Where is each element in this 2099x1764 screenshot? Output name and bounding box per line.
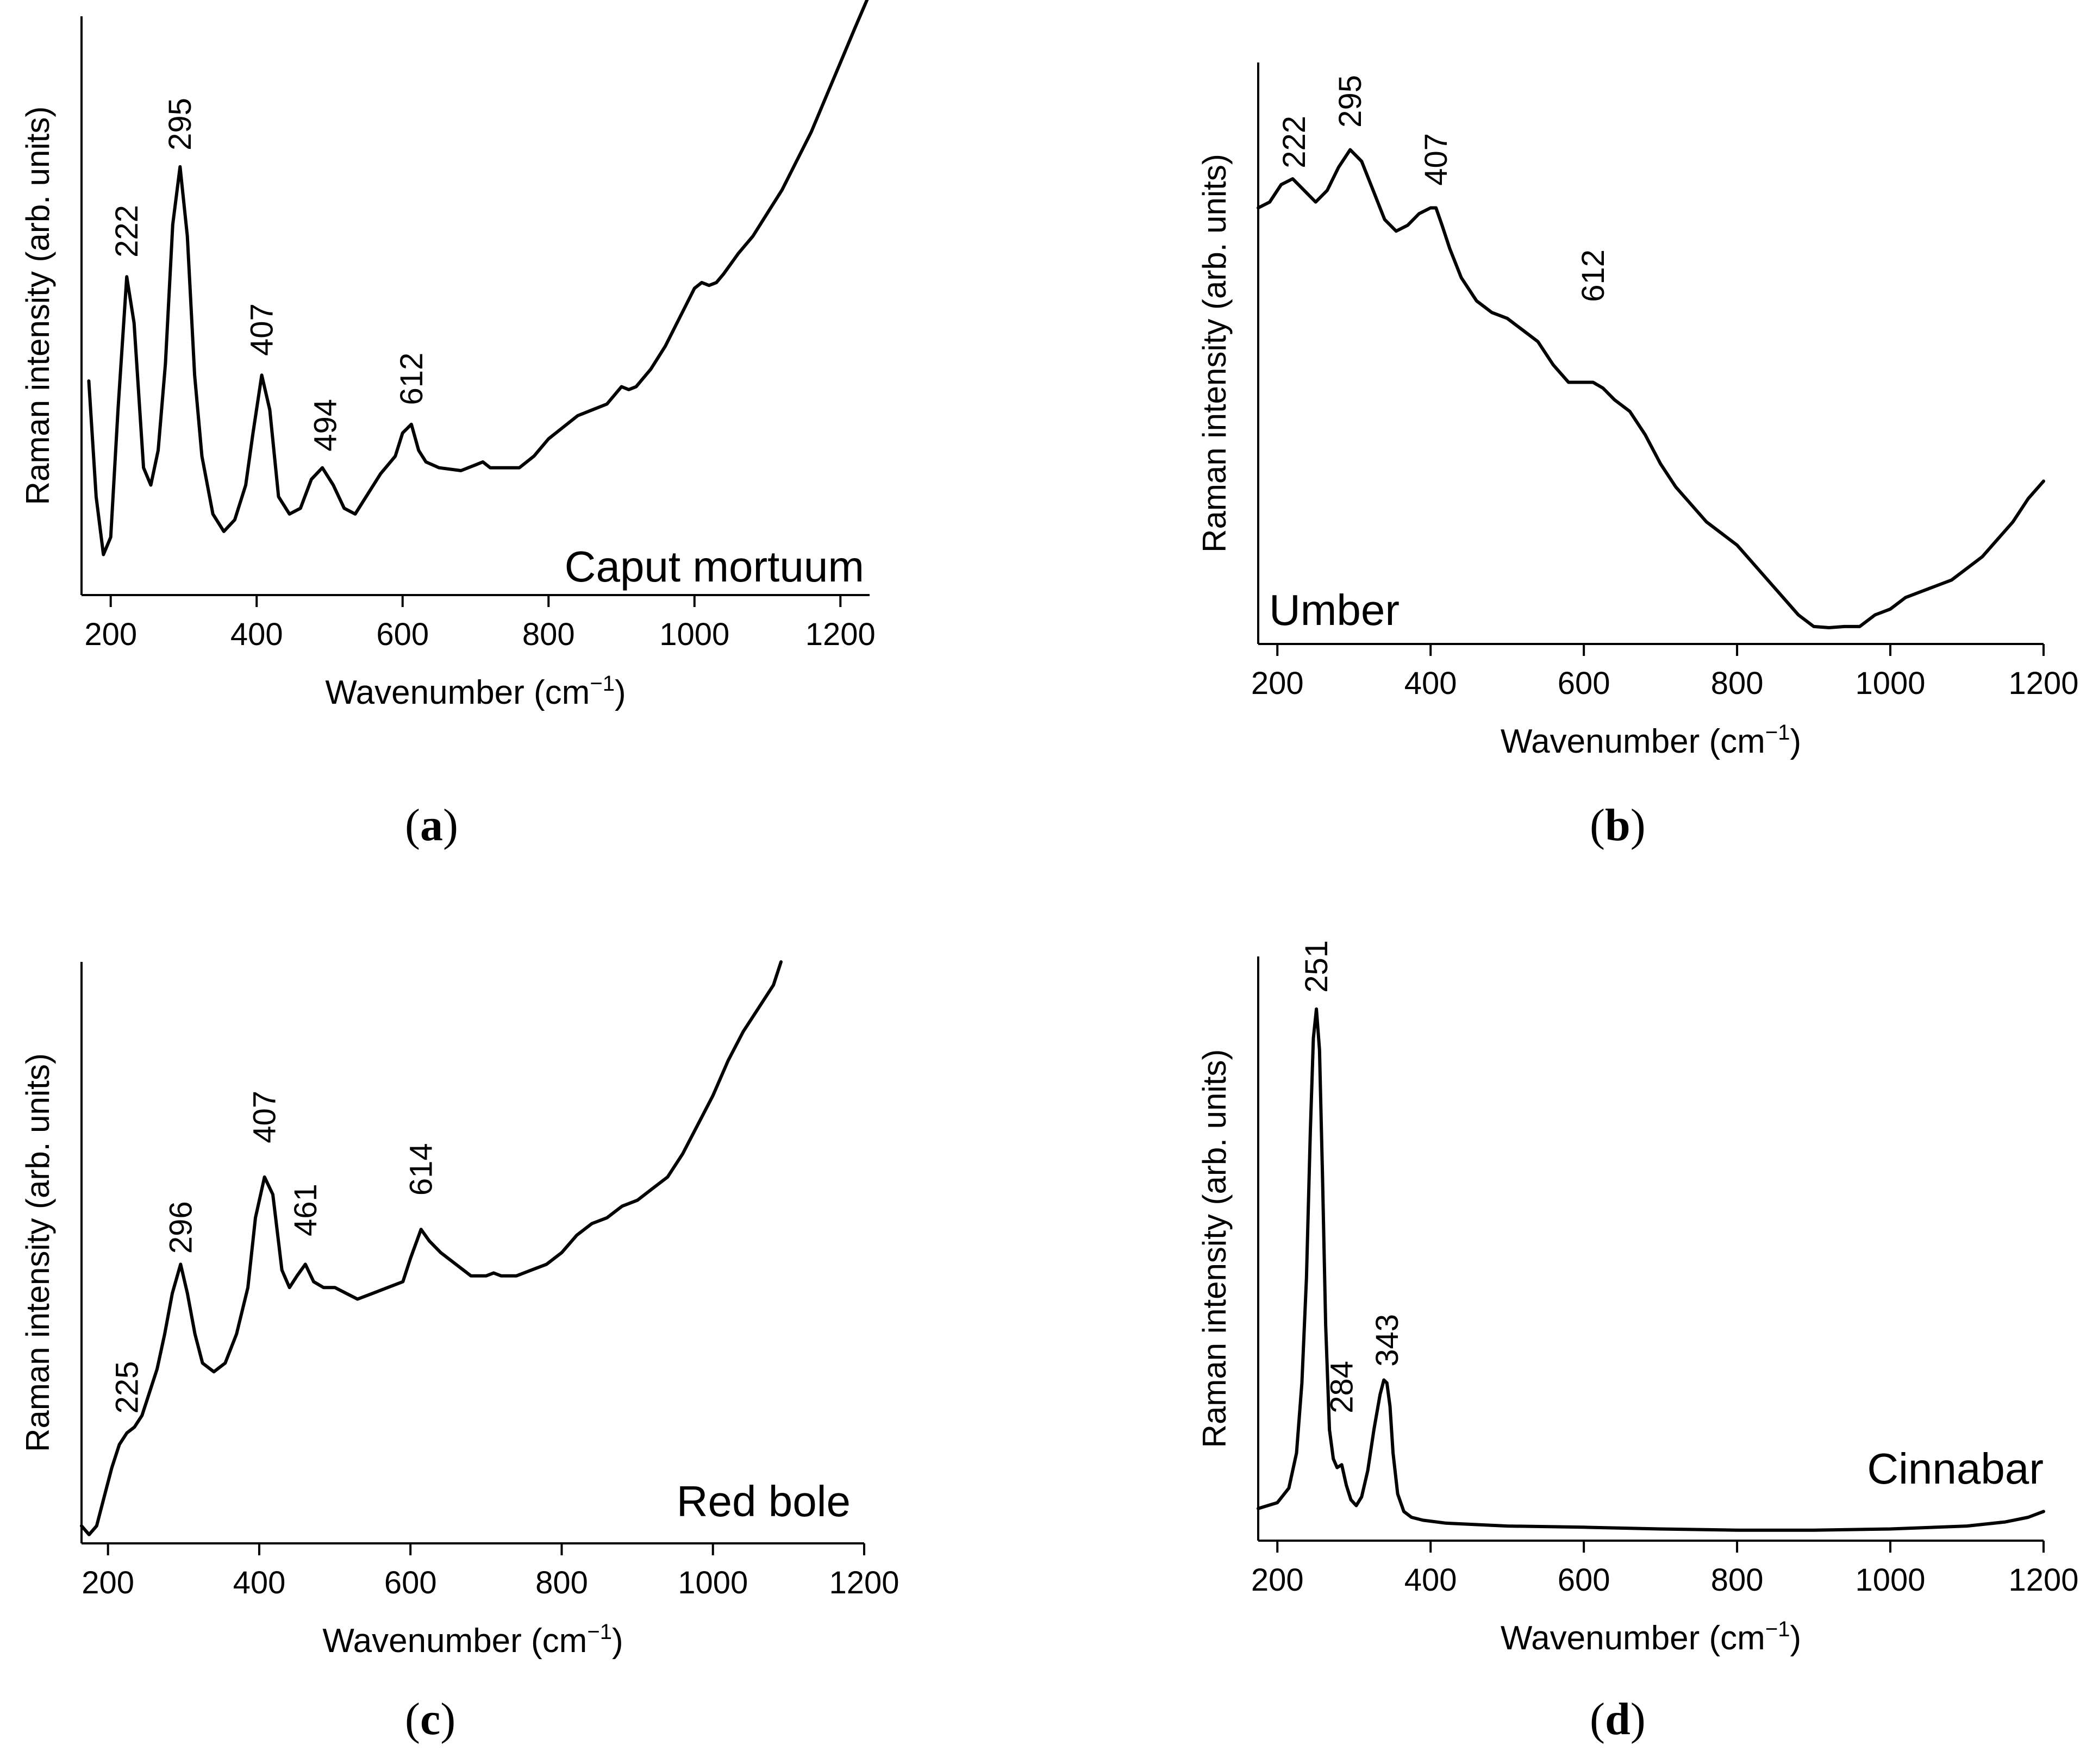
panel-label-c-open: (: [405, 1694, 420, 1744]
x-axis-label-text-b: Wavenumber (cm: [1501, 723, 1765, 760]
peak-label-d-284: 284: [1325, 1361, 1360, 1413]
peak-label-a-612: 612: [394, 353, 429, 405]
x-tick-label-d-800: 800: [1711, 1562, 1764, 1598]
x-axis-label-sup-c: −1: [587, 1620, 612, 1644]
panel-label-a-open: (: [405, 800, 420, 850]
x-tick-label-c-800: 800: [535, 1565, 588, 1600]
x-tick-label-d-600: 600: [1558, 1562, 1610, 1598]
x-axis-label-close-c: ): [612, 1622, 623, 1660]
x-tick-label-d-1000: 1000: [1856, 1562, 1926, 1598]
panel-label-c: (c): [405, 1693, 455, 1746]
chart-title-a: Caput mortuum: [565, 542, 864, 591]
x-tick-label-d-1200: 1200: [2008, 1562, 2078, 1598]
x-tick-label-a-1200: 1200: [805, 617, 876, 652]
x-axis-label-text-a: Wavenumber (cm: [325, 674, 590, 711]
x-tick-label-c-1000: 1000: [678, 1565, 748, 1600]
x-tick-label-a-400: 400: [230, 617, 283, 652]
panel-label-d-letter: d: [1604, 1694, 1631, 1744]
chart-panel-c: 200 400 600 800 1000 1200 Wavenumber (cm−1) Ram…: [20, 960, 899, 1660]
x-axis-label-b: Wavenumber (cm−1): [1501, 721, 1801, 760]
x-tick-label-d-400: 400: [1404, 1562, 1457, 1598]
x-axis-label-c: Wavenumber (cm−1): [322, 1620, 623, 1660]
peak-label-a-494: 494: [308, 399, 343, 452]
x-tick-label-b-200: 200: [1251, 666, 1304, 701]
peak-label-a-407: 407: [245, 303, 280, 356]
x-tick-label-a-1000: 1000: [659, 617, 729, 652]
x-axis-label-sup-a: −1: [590, 672, 615, 696]
x-tick-label-a-600: 600: [376, 617, 429, 652]
panel-label-c-close: ): [440, 1694, 456, 1744]
peak-label-c-614: 614: [404, 1143, 439, 1196]
peak-label-b-222: 222: [1277, 116, 1312, 168]
x-tick-label-b-400: 400: [1404, 666, 1457, 701]
chart-panel-a: 200 400 600 800 1000 1200 Wavenumber (cm−1) Ram…: [20, 0, 876, 711]
x-tick-label-b-1000: 1000: [1856, 666, 1926, 701]
panel-label-d-open: (: [1590, 1694, 1605, 1744]
panel-label-b-open: (: [1590, 800, 1605, 850]
peak-label-b-407: 407: [1419, 133, 1454, 186]
chart-panel-b: 200 400 600 800 1000 1200 Wavenumber (cm−1) Ram…: [1196, 62, 2079, 760]
y-axis-label-a: Raman intensity (arb. units): [20, 107, 56, 505]
peak-label-c-296: 296: [163, 1201, 198, 1254]
series-line-c-0: [80, 960, 783, 1536]
panel-label-d: (d): [1590, 1693, 1646, 1746]
x-axis-label-sup-b: −1: [1765, 721, 1790, 745]
y-axis-label-b: Raman intensity (arb. units): [1196, 154, 1233, 553]
x-tick-label-c-200: 200: [82, 1565, 134, 1600]
chart-title-c: Red bole: [677, 1477, 851, 1525]
x-axis-label-close-a: ): [615, 674, 626, 711]
peak-label-b-295: 295: [1333, 75, 1368, 128]
x-axis-label-d: Wavenumber (cm−1): [1501, 1617, 1801, 1657]
x-axis-label-close-d: ): [1790, 1619, 1801, 1657]
peak-label-a-222: 222: [109, 205, 145, 258]
peak-label-d-343: 343: [1370, 1314, 1405, 1367]
x-tick-label-a-800: 800: [522, 617, 575, 652]
peak-label-c-225: 225: [109, 1361, 145, 1414]
panel-label-a: (a): [405, 799, 458, 852]
panel-label-b-close: ): [1630, 800, 1646, 850]
panel-label-b: (b): [1590, 799, 1646, 852]
x-axis-label-close-b: ): [1790, 723, 1801, 760]
x-axis-label-a: Wavenumber (cm−1): [325, 672, 626, 711]
series-line-d-0: [1257, 1007, 2045, 1532]
panel-label-a-letter: a: [420, 800, 443, 850]
x-tick-label-a-200: 200: [84, 617, 137, 652]
y-axis-label-c: Raman intensity (arb. units): [20, 1053, 56, 1452]
panel-label-a-close: ): [442, 800, 458, 850]
peak-label-b-612: 612: [1576, 249, 1611, 302]
chart-title-b: Umber: [1269, 586, 1400, 634]
peak-label-d-251: 251: [1299, 940, 1334, 993]
x-tick-label-b-600: 600: [1558, 666, 1610, 701]
x-tick-label-b-800: 800: [1711, 666, 1764, 701]
x-tick-label-b-1200: 1200: [2008, 666, 2078, 701]
x-axis-label-sup-d: −1: [1765, 1617, 1790, 1641]
series-line-a-0: [87, 0, 869, 556]
x-tick-label-c-400: 400: [233, 1565, 286, 1600]
peak-label-c-461: 461: [288, 1184, 323, 1236]
panel-label-c-letter: c: [420, 1694, 441, 1744]
y-axis-label-d: Raman intensity (arb. units): [1196, 1049, 1233, 1448]
x-tick-label-c-1200: 1200: [829, 1565, 899, 1600]
peak-label-a-295: 295: [163, 98, 198, 151]
panel-label-d-close: ): [1630, 1694, 1646, 1744]
panel-label-b-letter: b: [1604, 800, 1631, 850]
peak-label-c-407: 407: [247, 1091, 283, 1143]
chart-panel-d: 200 400 600 800 1000 1200 Wavenumber (cm−1) Ram…: [1196, 940, 2079, 1657]
x-tick-label-d-200: 200: [1251, 1562, 1304, 1598]
chart-title-d: Cinnabar: [1867, 1444, 2044, 1493]
x-tick-label-c-600: 600: [384, 1565, 437, 1600]
x-axis-label-text-c: Wavenumber (cm: [322, 1622, 587, 1660]
series-line-b-0: [1257, 148, 2045, 629]
x-axis-label-text-d: Wavenumber (cm: [1501, 1619, 1765, 1657]
